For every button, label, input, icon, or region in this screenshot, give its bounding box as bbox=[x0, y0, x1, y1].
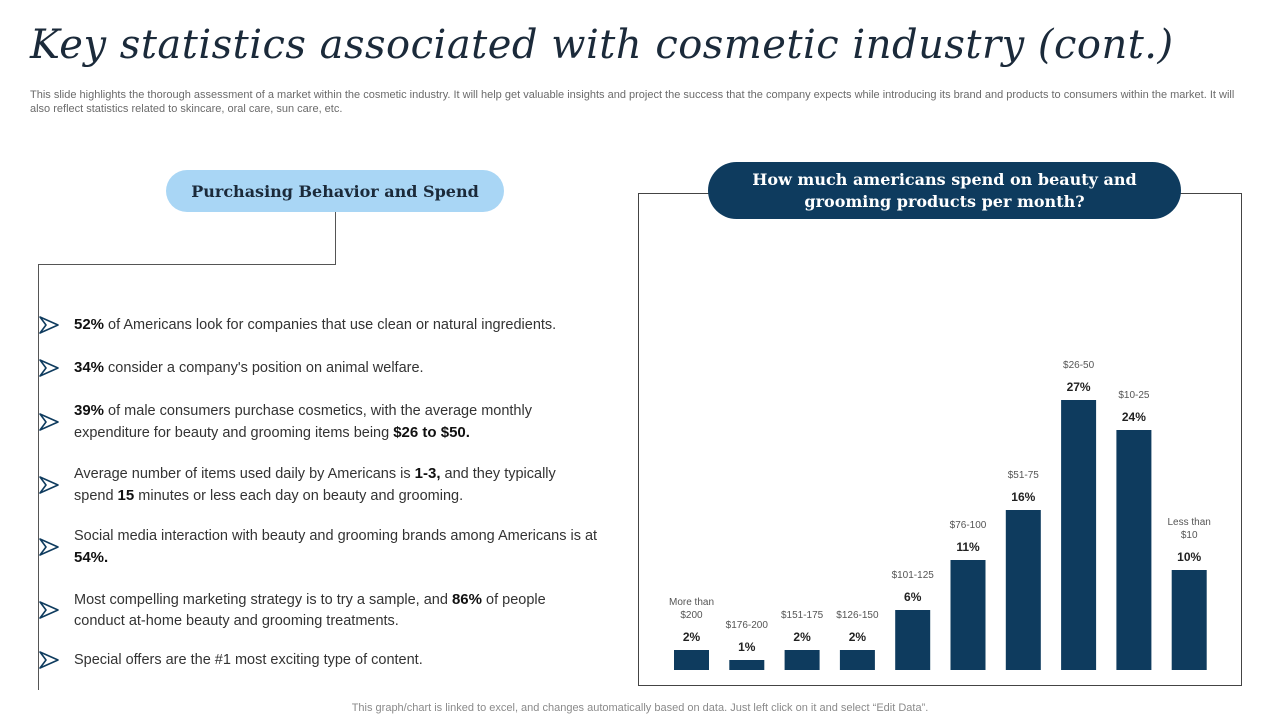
category-label: $10-25 bbox=[1118, 390, 1150, 401]
category-label: $101-125 bbox=[892, 570, 935, 581]
data-label: 2% bbox=[793, 630, 811, 644]
connector-vertical-top bbox=[335, 212, 336, 264]
text-segment: of male consumers purchase cosmetics, wi… bbox=[74, 403, 532, 441]
bar[interactable] bbox=[1005, 510, 1041, 670]
footnote: This graph/chart is linked to excel, and… bbox=[351, 702, 929, 714]
bar[interactable] bbox=[839, 650, 875, 670]
list-item-text: 34% consider a company's position on ani… bbox=[74, 357, 424, 379]
arrow-right-icon bbox=[39, 316, 59, 334]
category-label: $10 bbox=[1181, 530, 1198, 541]
highlight-value: 1-3, bbox=[414, 465, 441, 482]
arrow-right-icon bbox=[39, 601, 59, 619]
text-segment: of Americans look for companies that use… bbox=[104, 317, 557, 333]
highlight-value: 34% bbox=[74, 359, 105, 376]
text-segment: Special offers are the #1 most exciting … bbox=[74, 651, 423, 668]
bar[interactable] bbox=[1116, 430, 1152, 670]
text-segment: and they typically spend bbox=[74, 466, 556, 504]
bar[interactable] bbox=[895, 610, 931, 670]
category-label: $76-100 bbox=[950, 520, 987, 531]
spend-bar-chart: 2% More than $200 1% $176-200 2% $151-175 2% $12… bbox=[669, 360, 1211, 670]
arrow-right-icon bbox=[39, 651, 59, 669]
list-item-text: 52% of Americans look for companies that… bbox=[74, 314, 556, 336]
data-label: 2% bbox=[683, 630, 701, 644]
bar[interactable] bbox=[950, 560, 986, 670]
category-label: $176-200 bbox=[726, 620, 769, 631]
text-segment: Social media interaction with beauty and… bbox=[74, 527, 598, 544]
text-segment: of people conduct at-home beauty and gro… bbox=[74, 591, 546, 629]
data-label: 6% bbox=[904, 590, 922, 604]
category-label: Less than bbox=[1168, 517, 1211, 528]
list-item: 34% consider a company's position on ani… bbox=[38, 357, 598, 379]
list-item: Social media interaction with beauty and… bbox=[38, 525, 598, 569]
data-label: 10% bbox=[1177, 550, 1201, 564]
list-item: Special offers are the #1 most exciting … bbox=[38, 649, 598, 671]
text-segment: consider a company's position on animal … bbox=[104, 360, 424, 376]
list-item-text: 39% of male consumers purchase cosmetics… bbox=[74, 400, 598, 444]
data-label: 16% bbox=[1011, 490, 1035, 504]
connector-vertical-left bbox=[38, 264, 39, 690]
data-label: 11% bbox=[956, 540, 980, 554]
arrow-right-icon bbox=[39, 413, 59, 431]
bar[interactable] bbox=[1061, 400, 1097, 670]
highlight-value: 39% bbox=[74, 402, 105, 419]
category-label: $126-150 bbox=[836, 610, 879, 621]
bar[interactable] bbox=[729, 660, 765, 670]
bar[interactable] bbox=[674, 650, 709, 670]
bar[interactable] bbox=[784, 650, 820, 670]
arrow-right-icon bbox=[39, 538, 59, 556]
highlight-value: 54%. bbox=[74, 548, 109, 566]
bar[interactable] bbox=[1171, 570, 1207, 670]
text-segment: Average number of items used daily by Am… bbox=[74, 466, 415, 482]
data-label: 1% bbox=[738, 640, 756, 654]
list-item-text: Average number of items used daily by Am… bbox=[74, 463, 598, 507]
list-item: Most compelling marketing strategy is to… bbox=[38, 588, 598, 632]
list-item-text: Most compelling marketing strategy is to… bbox=[74, 589, 598, 632]
category-label: $151-175 bbox=[781, 610, 824, 621]
highlight-value: $26 to $50. bbox=[393, 424, 470, 441]
data-label: 2% bbox=[849, 630, 867, 644]
purchasing-behavior-heading: Purchasing Behavior and Spend bbox=[166, 170, 504, 212]
category-label: $26-50 bbox=[1063, 360, 1095, 371]
list-item-text: Social media interaction with beauty and… bbox=[74, 526, 598, 569]
list-item-text: Special offers are the #1 most exciting … bbox=[74, 650, 423, 671]
chart-title: How much americans spend on beauty and g… bbox=[708, 162, 1181, 219]
data-label: 27% bbox=[1067, 380, 1091, 394]
bullet-list: 52% of Americans look for companies that… bbox=[38, 300, 598, 690]
highlight-value: 86% bbox=[451, 590, 482, 608]
highlight-value: 15 bbox=[117, 487, 135, 504]
list-item: Average number of items used daily by Am… bbox=[38, 463, 598, 507]
page-subtitle: This slide highlights the thorough asses… bbox=[30, 89, 1235, 115]
list-item: 52% of Americans look for companies that… bbox=[38, 314, 598, 336]
list-item: 39% of male consumers purchase cosmetics… bbox=[38, 400, 598, 444]
arrow-right-icon bbox=[39, 476, 59, 494]
category-label: $51-75 bbox=[1008, 470, 1040, 481]
chart-title-text: How much americans spend on beauty and g… bbox=[752, 169, 1137, 211]
arrow-right-icon bbox=[39, 359, 59, 377]
connector-horizontal bbox=[38, 264, 336, 265]
category-label: $200 bbox=[680, 610, 703, 621]
highlight-value: 52% bbox=[74, 316, 105, 333]
page-title: Key statistics associated with cosmetic … bbox=[30, 22, 1174, 68]
data-label: 24% bbox=[1122, 410, 1146, 424]
category-label: More than bbox=[669, 597, 714, 608]
text-segment: Most compelling marketing strategy is to… bbox=[74, 591, 452, 608]
text-segment: minutes or less each day on beauty and g… bbox=[134, 488, 464, 504]
